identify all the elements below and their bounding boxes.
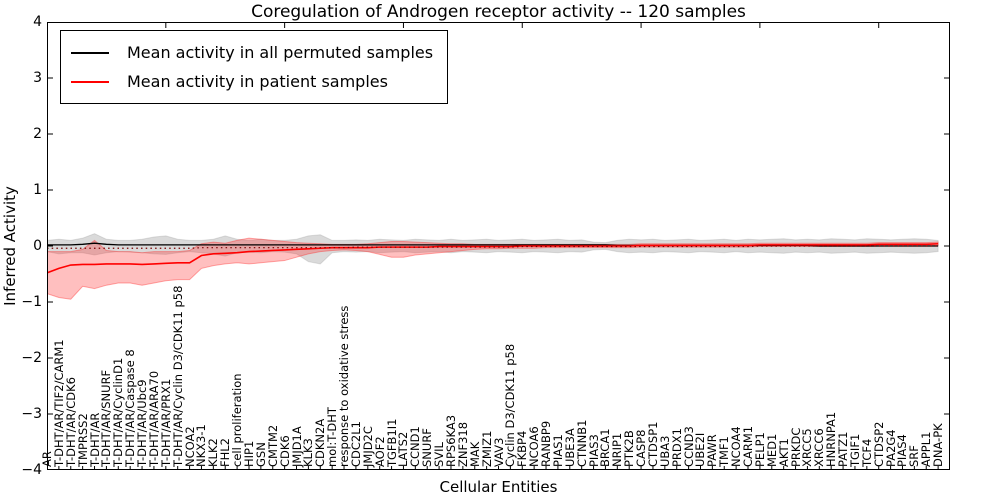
chart-title: Coregulation of Androgen receptor activi… [251,2,746,22]
legend-label-patient: Mean activity in patient samples [127,72,388,91]
x-tick-label: MED1 [764,433,779,467]
x-tick-label: MAK [467,441,482,467]
x-tick-label: PRDX1 [669,428,684,467]
x-tick-label: UBE3A [562,428,577,467]
x-tick-label: T-DHT/AR/CDK6 [63,377,78,467]
x-tick-label: AOF2 [372,436,387,467]
plot-svg [47,22,950,470]
y-tick-label: −2 [21,350,42,366]
legend-label-permuted: Mean activity in all permuted samples [127,43,434,62]
x-tick-label: JMJD2C [360,426,375,467]
x-tick-label: CDK6 [277,435,292,467]
legend: Mean activity in all permuted samples Me… [60,30,449,104]
permuted-std-band [47,233,939,265]
permuted-line-swatch [71,51,109,54]
y-tick-label: 3 [33,70,42,86]
x-tick-label: AKT1 [776,438,791,467]
x-tick-label: ZMIZ1 [479,430,494,467]
x-tick-label: CTDSP2 [871,421,886,467]
x-tick-label: CTNNB1 [574,419,589,467]
x-tick-label: TMPRSS2 [75,413,90,467]
dotted-overlay-line-line [47,245,939,249]
patient-line-swatch [71,80,109,83]
y-tick-label: 4 [33,14,42,30]
y-tick-label: 2 [33,126,42,142]
legend-row-patient: Mean activity in patient samples [71,67,433,96]
x-tick-label: T-DHT/AR/Cyclin D3/CDK11 p58 [170,285,185,467]
y-tick-label: −1 [21,294,42,310]
x-axis-label: Cellular Entities [439,478,558,496]
x-tick-label: T-DHT/AR/PRX1 [158,378,173,467]
x-tick-label: DNA-PK [931,423,946,467]
axes-spines [47,22,950,470]
legend-row-permuted: Mean activity in all permuted samples [71,38,433,67]
y-tick-label: −4 [21,462,42,478]
y-tick-label: −3 [21,406,42,422]
plot-area [47,22,950,470]
y-tick-label: 0 [33,238,42,254]
y-tick-label: 1 [33,182,42,198]
x-tick-label: CMTM2 [265,424,280,467]
mean-activity-in-patient-samples-line [47,242,939,274]
